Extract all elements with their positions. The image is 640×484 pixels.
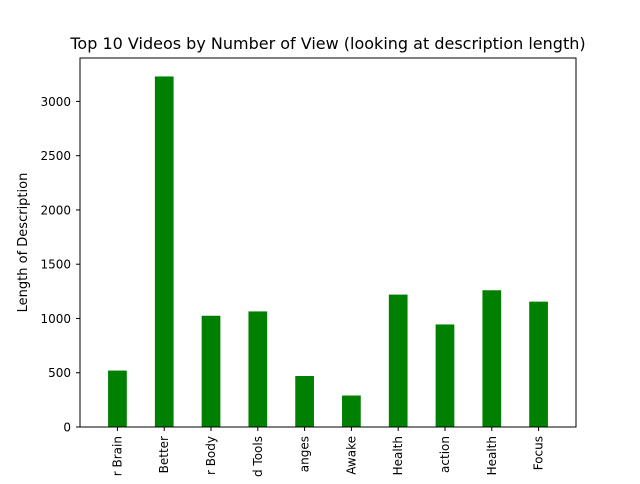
x-tick-label: d Tools: [251, 436, 265, 477]
bar-10: [529, 301, 548, 427]
bar-7: [388, 294, 408, 427]
bar-5: [295, 375, 314, 427]
x-tick-label: r Body: [204, 436, 218, 475]
x-tick-label: Health: [485, 436, 499, 475]
x-tick-label: Better: [157, 436, 171, 473]
y-tick-label: 3000: [40, 95, 71, 109]
y-tick-label: 0: [63, 421, 71, 435]
bar-2: [154, 76, 174, 427]
x-tick-label: anges: [298, 436, 312, 472]
y-tick-label: 1500: [40, 258, 71, 272]
bar-3: [201, 315, 221, 427]
x-tick-label: Health: [391, 436, 405, 475]
x-tick-label: Focus: [532, 436, 546, 470]
bar-9: [482, 290, 502, 427]
x-tick-label: Awake: [344, 436, 358, 475]
y-tick-label: 500: [48, 366, 71, 380]
plot-area: [108, 76, 548, 427]
bar-6: [342, 395, 361, 427]
x-axis: r Brain Better r Body d Tools anges Awake Heal…: [110, 427, 546, 477]
chart-title: Top 10 Videos by Number of View (looking…: [69, 34, 585, 53]
y-tick-label: 2000: [40, 203, 71, 217]
y-axis: 0 500 1000 1500 2000 2500 3000: [40, 95, 80, 435]
bar-8: [435, 324, 455, 427]
y-axis-label: Length of Description: [16, 173, 31, 313]
bar-1: [108, 370, 127, 427]
y-tick-label: 1000: [40, 312, 71, 326]
y-tick-label: 2500: [40, 149, 71, 163]
x-tick-label: r Brain: [110, 436, 124, 476]
plot-frame: [79, 57, 577, 428]
bar-4: [248, 311, 268, 427]
x-tick-label: action: [438, 436, 452, 473]
